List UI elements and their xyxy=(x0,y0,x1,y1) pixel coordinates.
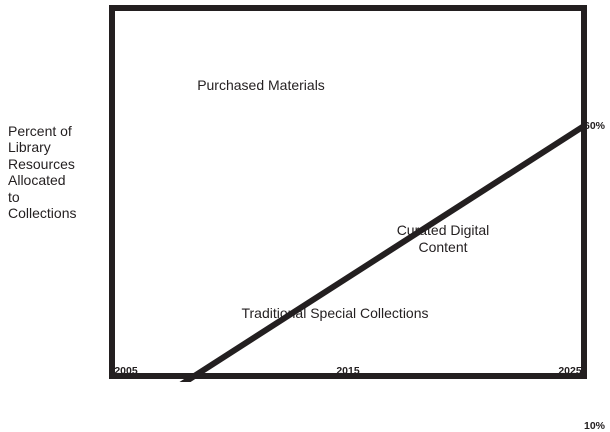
y-tick-label: 10% xyxy=(584,420,606,432)
curated-digital-trend-line xyxy=(179,123,587,382)
x-tick-label: 2025 xyxy=(558,365,582,377)
region-label-curated-digital-content: Curated Digital Content xyxy=(396,222,490,255)
y-tick-label: 60% xyxy=(584,120,606,132)
chart-frame xyxy=(109,5,587,379)
y-axis-label: Percent of Library Resources Allocated t… xyxy=(8,123,77,222)
chart-plot-area xyxy=(109,5,587,382)
x-tick-label: 2005 xyxy=(114,365,138,377)
region-label-traditional-special-collections: Traditional Special Collections xyxy=(241,305,429,321)
region-label-purchased-materials: Purchased Materials xyxy=(197,77,325,93)
x-tick-label: 2015 xyxy=(336,365,360,377)
